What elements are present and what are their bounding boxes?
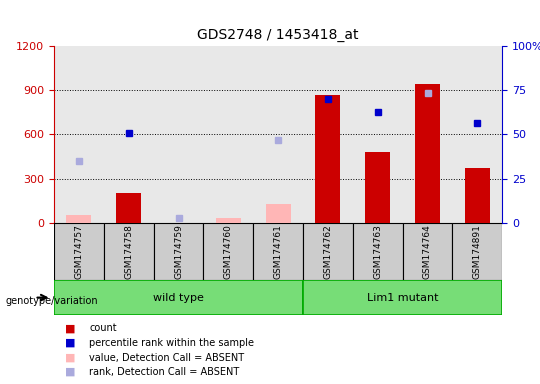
Text: count: count (89, 323, 117, 333)
Text: ■: ■ (65, 323, 75, 333)
Bar (303, 223, 353, 280)
Text: GSM174764: GSM174764 (423, 224, 432, 279)
Text: rank, Detection Call = ABSENT: rank, Detection Call = ABSENT (89, 367, 239, 377)
Bar (54, 46, 104, 223)
Text: GSM174758: GSM174758 (124, 224, 133, 279)
Bar (465, 168, 490, 223)
Text: ■: ■ (65, 353, 75, 362)
Bar (116, 193, 141, 223)
Bar (204, 223, 253, 280)
Bar (303, 280, 502, 315)
Bar (365, 152, 390, 223)
Bar (204, 46, 253, 223)
Bar (153, 46, 204, 223)
Bar (415, 84, 440, 223)
Bar (315, 94, 340, 223)
Bar (453, 223, 502, 280)
Bar (403, 223, 453, 280)
Bar (253, 223, 303, 280)
Text: value, Detection Call = ABSENT: value, Detection Call = ABSENT (89, 353, 244, 362)
Bar (104, 223, 153, 280)
Text: wild type: wild type (153, 293, 204, 303)
Bar (266, 204, 291, 223)
Text: Lim1 mutant: Lim1 mutant (367, 293, 438, 303)
Text: GSM174762: GSM174762 (323, 224, 333, 279)
Bar (453, 46, 502, 223)
Bar (303, 46, 353, 223)
Text: GSM174891: GSM174891 (473, 224, 482, 279)
Bar (353, 223, 403, 280)
Bar (353, 46, 403, 223)
Title: GDS2748 / 1453418_at: GDS2748 / 1453418_at (197, 28, 359, 42)
Bar (54, 280, 303, 315)
Bar (104, 46, 153, 223)
Text: GSM174760: GSM174760 (224, 224, 233, 279)
Text: GSM174757: GSM174757 (75, 224, 83, 279)
Bar (153, 223, 204, 280)
Text: genotype/variation: genotype/variation (5, 296, 98, 306)
Text: GSM174759: GSM174759 (174, 224, 183, 279)
Text: GSM174761: GSM174761 (274, 224, 282, 279)
Bar (216, 218, 241, 223)
Bar (54, 223, 104, 280)
Text: percentile rank within the sample: percentile rank within the sample (89, 338, 254, 348)
Text: ■: ■ (65, 367, 75, 377)
Text: GSM174763: GSM174763 (373, 224, 382, 279)
Bar (403, 46, 453, 223)
Bar (253, 46, 303, 223)
Bar (66, 215, 91, 223)
Text: ■: ■ (65, 338, 75, 348)
